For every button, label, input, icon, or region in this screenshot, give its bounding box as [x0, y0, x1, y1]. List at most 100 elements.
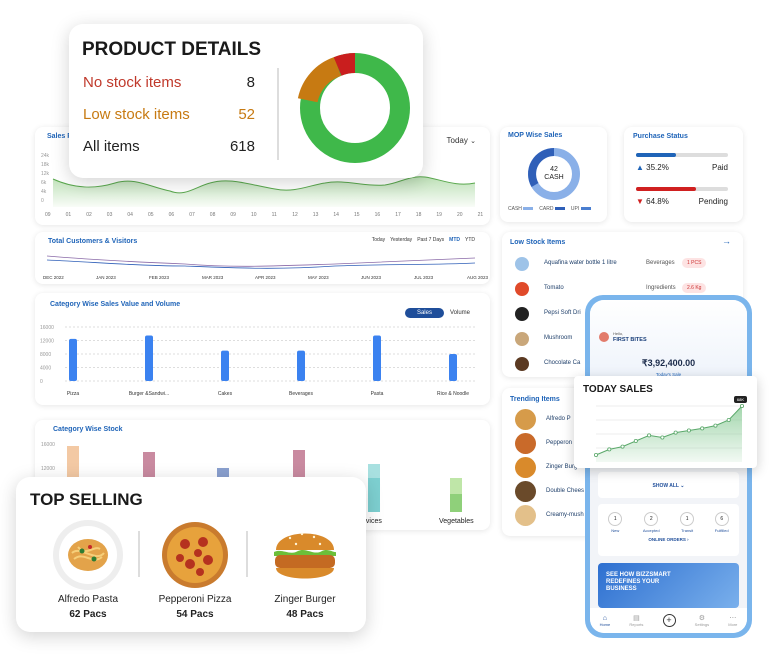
ytick-label: 12k [41, 171, 50, 177]
product-details-title: PRODUCT DETAILS [82, 39, 262, 60]
trending-thumbnail [515, 457, 536, 478]
low-stock-item-category: Beverages [646, 260, 675, 266]
pending-bar [636, 187, 728, 191]
xtick-label: 10 [251, 212, 257, 218]
online-orders-link[interactable]: ONLINE ORDERS › [648, 537, 689, 542]
low-stock-item-name[interactable]: Aquafina water bottle 1 litre [544, 260, 617, 266]
low-stock-item-name[interactable]: Chocolate Ca [544, 360, 581, 366]
ytick-label: 6k [41, 180, 47, 186]
low-stock-item-name[interactable]: Tomato [544, 285, 564, 291]
nav-item-more[interactable]: ⋯ More [728, 614, 737, 627]
mop-title: MOP Wise Sales [508, 132, 563, 139]
stock-row-value: 8 [246, 74, 255, 91]
product-details-card: PRODUCT DETAILS No stock items 8 Low stock… [69, 24, 423, 178]
top-item-qty: 48 Pacs [286, 609, 324, 620]
burger-icon [274, 532, 336, 579]
sales-point [620, 444, 625, 449]
nav-label: Reports [629, 622, 644, 627]
ytick-label: 18k [41, 162, 50, 168]
month-label: JUL 2023 [414, 275, 434, 280]
toggle-volume[interactable]: Volume [449, 310, 470, 316]
pasta-icon [53, 520, 123, 590]
order-status-fulfilled[interactable]: 6 Fulfilled [714, 512, 729, 533]
month-label: MAR 2023 [202, 275, 224, 280]
trending-thumbnail [515, 409, 536, 430]
sales-point [700, 426, 705, 431]
order-count: 1 [680, 512, 695, 526]
period-select[interactable]: Today ⌄ [446, 136, 476, 145]
ytick-label: 24k [41, 153, 50, 159]
nav-item-home[interactable]: ⌂ Home [600, 615, 611, 627]
stock-label-services: Services [355, 518, 382, 525]
nav-item-add[interactable]: + [662, 614, 676, 627]
trending-thumbnail [515, 481, 536, 502]
xtick-label: 12 [292, 212, 298, 218]
month-label: JUN 2023 [361, 275, 382, 280]
top-item-pasta[interactable]: Alfredo Pasta 62 Pacs [36, 517, 146, 627]
low-stock-item-name[interactable]: Pepsi Soft Dri [544, 310, 581, 316]
order-status-new[interactable]: 1 New [608, 512, 623, 533]
tab-mtd[interactable]: MTD [449, 237, 460, 243]
month-label: JAN 2023 [96, 275, 116, 280]
top-selling-title: TOP SELLING [30, 490, 143, 509]
xtick-label: 04 [127, 212, 133, 218]
low-stock-item-name[interactable]: Mushroom [544, 335, 573, 341]
low-stock-item-category: Ingredients [646, 285, 676, 291]
low-stock-title: Low Stock Items [510, 239, 566, 246]
stock-row-label: Low stock items [83, 106, 190, 123]
customers-visitors-card: Total Customers & Visitors Today Yesterd… [35, 232, 490, 284]
month-label: FEB 2023 [149, 275, 170, 280]
arrow-up-icon: ▲ [636, 163, 644, 172]
xtick-label: 07 [189, 212, 195, 218]
product-thumbnail [515, 282, 529, 296]
category-label: Rice & Noodle [437, 391, 469, 397]
home-icon: ⌂ [602, 614, 608, 622]
order-count: 1 [608, 512, 623, 526]
sales-bar [145, 335, 153, 381]
top-item-burger[interactable]: Zinger Burger 48 Pacs [252, 517, 358, 627]
show-all-button[interactable]: SHOW ALL ⌄ [598, 472, 739, 498]
stock-bar [450, 494, 462, 512]
top-item-qty: 54 Pacs [176, 609, 214, 620]
promo-banner[interactable]: SEE HOW BIZZSMART REDEFINES YOUR BUSINES… [598, 563, 739, 608]
trending-item-name[interactable]: Creamy-mush [546, 512, 584, 518]
toggle-sales[interactable]: Sales [404, 308, 444, 318]
today-amount-label: Today's Sale [655, 372, 682, 377]
pizza-icon [162, 522, 228, 588]
trending-item-name[interactable]: Pepperon [546, 440, 573, 446]
paid-row: ▲ 35.2% Paid [636, 163, 728, 172]
trending-item-name[interactable]: Alfredo P [546, 416, 571, 422]
sales-line [595, 405, 743, 456]
category-sales-bar-chart: 16000 12000 8000 4000 0 Pizza Burger &Sandwi..… [40, 325, 475, 397]
category-stock-title: Category Wise Stock [53, 426, 123, 433]
order-status-transit[interactable]: 1 Transit [680, 512, 695, 533]
product-thumbnail [515, 357, 529, 371]
trending-item-name[interactable]: Zinger Burger [546, 464, 583, 470]
customers-line-chart: DEC 2022 JAN 2023 FEB 2023 MAR 2023 APR 2023… [43, 255, 489, 280]
stock-row-label: No stock items [83, 74, 182, 91]
tab-past-7-days[interactable]: Past 7 Days [417, 237, 445, 243]
top-item-pizza[interactable]: Pepperoni Pizza 54 Pacs [140, 517, 250, 627]
banner-text: SEE HOW BIZZSMART REDEFINES YOUR BUSINES… [606, 572, 671, 592]
sales-area-chart: 24k 18k 12k 6k 4k 0 09 01 02 03 04 05 06 07 08 09 10 11 1… [41, 153, 483, 218]
avatar[interactable] [599, 332, 609, 342]
nav-item-reports[interactable]: ▤ Reports [629, 614, 643, 627]
tab-ytd[interactable]: YTD [465, 237, 475, 243]
mop-center-value: 42 [550, 166, 558, 173]
tab-yesterday[interactable]: Yesterday [390, 237, 413, 243]
order-status-accepted[interactable]: 2 Accepted [643, 512, 660, 533]
top-selling-card: TOP SELLING Alfredo Pasta 62 Pacs Pepper… [16, 477, 366, 632]
order-label: New [611, 528, 620, 533]
xtick-label: 14 [333, 212, 339, 218]
nav-item-settings[interactable]: ⚙ Settings [695, 614, 709, 627]
trending-item-name[interactable]: Double Chees [546, 488, 585, 494]
divider [138, 531, 140, 577]
tab-today[interactable]: Today [371, 237, 386, 243]
xtick-label: 09 [230, 212, 236, 218]
customers-title: Total Customers & Visitors [48, 238, 138, 245]
ytick-label: 0 [41, 198, 44, 204]
order-count: 2 [644, 512, 659, 526]
sales-point [713, 423, 718, 428]
arrow-right-icon[interactable]: → [722, 236, 731, 246]
sales-area [596, 406, 742, 462]
